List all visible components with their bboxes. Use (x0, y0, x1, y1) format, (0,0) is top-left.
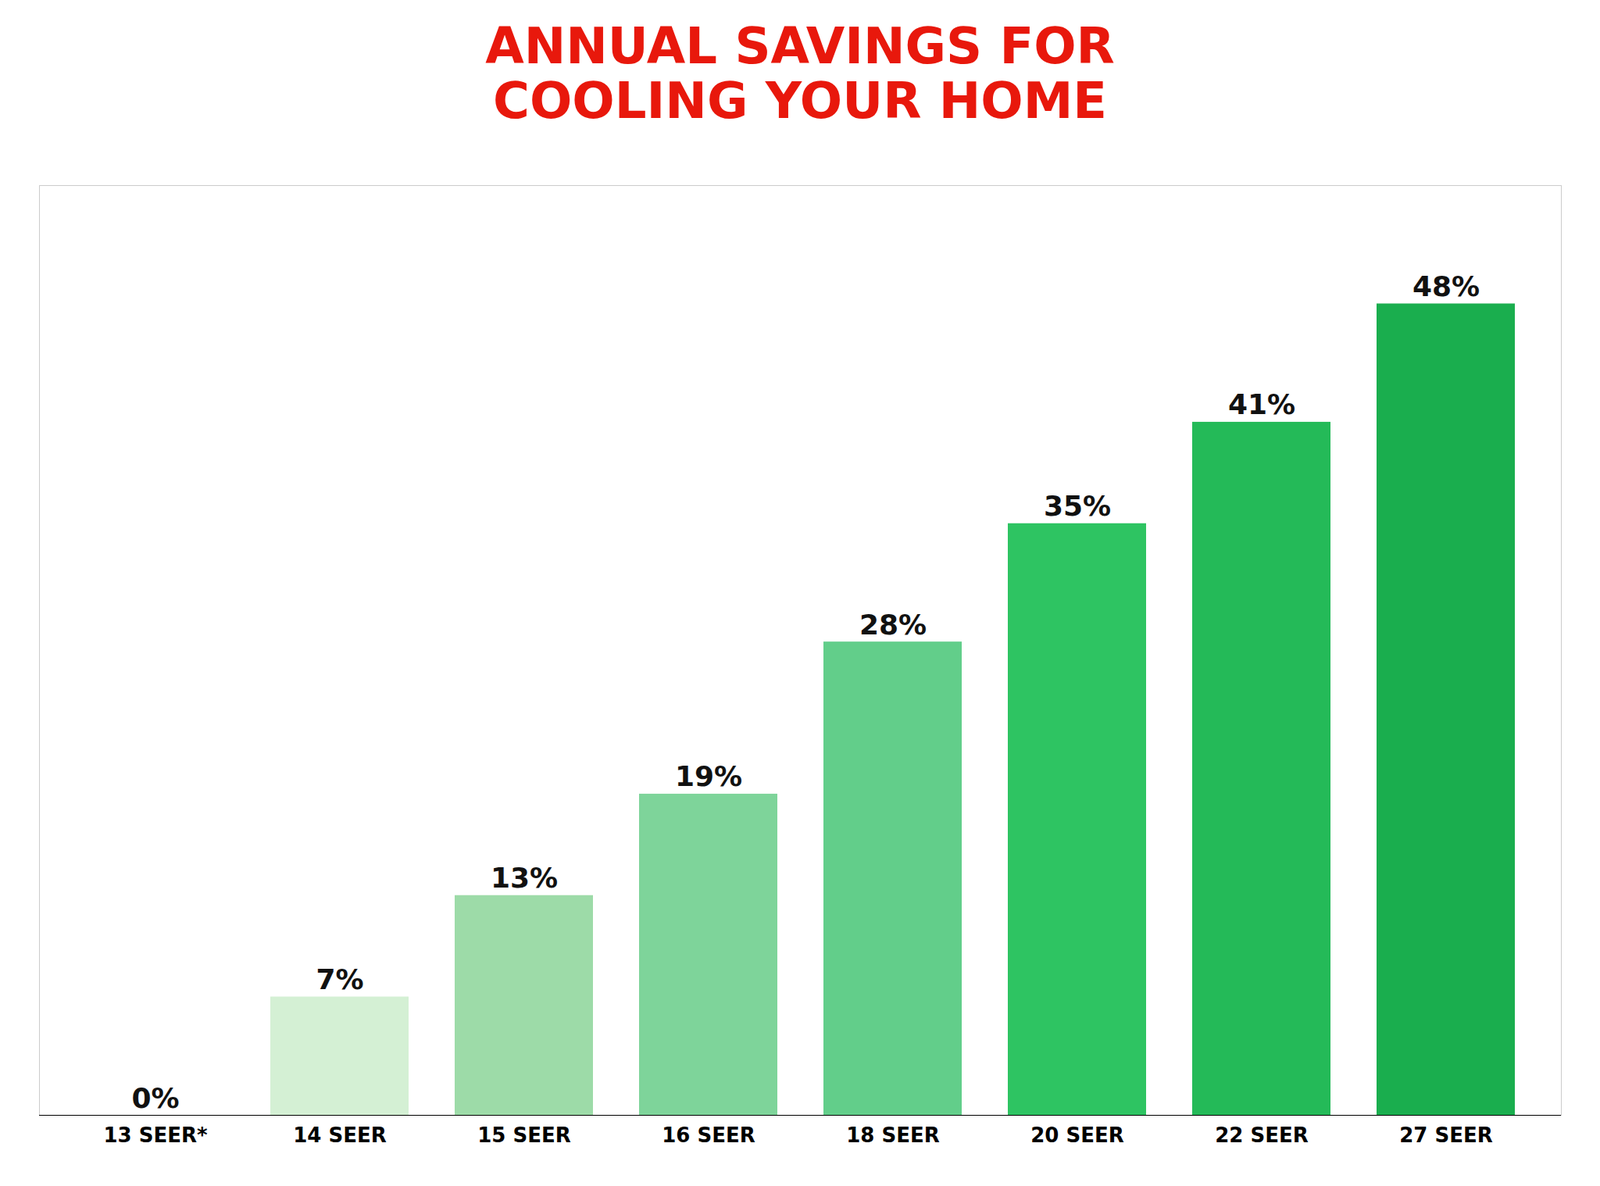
svg-text:19%: 19% (675, 760, 743, 793)
svg-text:18 SEER: 18 SEER (846, 1123, 940, 1147)
svg-text:35%: 35% (1043, 489, 1111, 522)
svg-text:14 SEER: 14 SEER (292, 1123, 387, 1147)
svg-text:13%: 13% (490, 861, 558, 894)
svg-text:13 SEER*: 13 SEER* (103, 1123, 208, 1147)
svg-text:27 SEER: 27 SEER (1399, 1123, 1493, 1147)
svg-text:0%: 0% (131, 1081, 179, 1114)
svg-text:28%: 28% (859, 607, 927, 640)
svg-text:48%: 48% (1412, 270, 1480, 303)
html-text:ANNUAL SAVINGS FOR COOLING YOU: ANNUAL SAVINGS FOR COOLING YOUR HOME (485, 17, 1115, 130)
svg-text:16 SEER: 16 SEER (661, 1123, 756, 1147)
svg-text:15 SEER: 15 SEER (477, 1123, 572, 1147)
svg-text:41%: 41% (1228, 388, 1296, 421)
svg-text:22 SEER: 22 SEER (1214, 1123, 1309, 1147)
svg-text:20 SEER: 20 SEER (1030, 1123, 1125, 1147)
svg-text:7%: 7% (315, 963, 364, 996)
